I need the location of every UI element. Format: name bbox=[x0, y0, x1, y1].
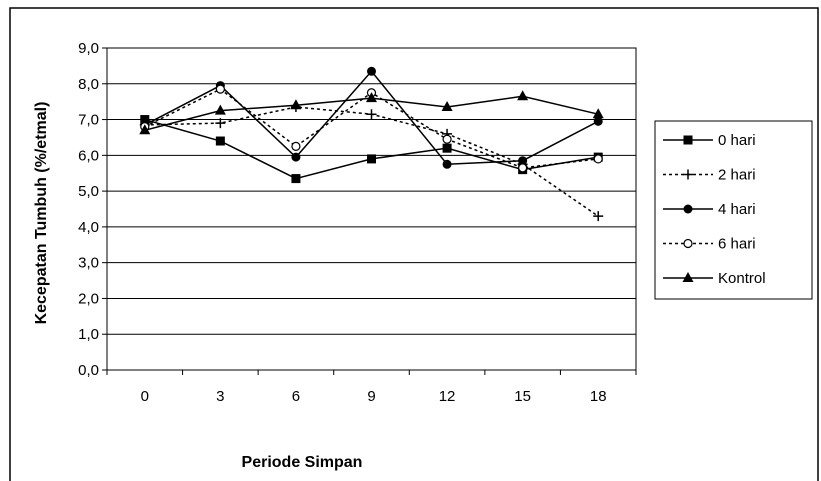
data-point-4-hari bbox=[367, 66, 376, 76]
data-point-6-hari bbox=[442, 134, 452, 144]
data-point-6-hari bbox=[291, 141, 301, 151]
x-tick-label: 18 bbox=[590, 388, 607, 405]
data-point-0-hari bbox=[367, 154, 376, 164]
y-tick-label: 1,0 bbox=[78, 326, 99, 343]
legend-label-2-hari: 2 hari bbox=[718, 167, 756, 184]
x-tick-label: 15 bbox=[514, 388, 531, 405]
y-tick-label: 0,0 bbox=[78, 362, 99, 379]
legend-marker-0-hari bbox=[683, 135, 693, 145]
x-tick-label: 9 bbox=[367, 388, 375, 405]
y-axis-ticks: 0,0 1,0 2,0 3,0 4,0 5,0 6,0 7,0 8,0 9,0 bbox=[78, 40, 107, 379]
y-tick-label: 5,0 bbox=[78, 183, 99, 200]
x-tick-label: 0 bbox=[141, 388, 149, 405]
series-kontrol bbox=[139, 90, 604, 135]
data-point-2-hari bbox=[366, 109, 377, 120]
legend-label-6-hari: 6 hari bbox=[718, 236, 756, 253]
data-point-kontrol bbox=[290, 99, 302, 110]
legend-marker-kontrol bbox=[682, 272, 694, 282]
legend-marker-2-hari bbox=[683, 169, 693, 180]
x-axis-title: Periode Simpan bbox=[242, 454, 363, 471]
x-tick-label: 3 bbox=[216, 388, 224, 405]
data-point-6-hari bbox=[215, 84, 225, 94]
series-lines bbox=[139, 66, 604, 222]
data-point-kontrol bbox=[441, 101, 453, 112]
data-point-4-hari bbox=[442, 159, 452, 169]
y-axis-title: Kecepatan Tumbuh (%/etmal) bbox=[33, 102, 50, 325]
data-point-2-hari bbox=[215, 118, 226, 129]
data-point-4-hari bbox=[593, 116, 603, 126]
data-point-6-hari bbox=[593, 154, 603, 164]
legend-box bbox=[654, 120, 813, 300]
x-tick-label: 12 bbox=[439, 388, 456, 405]
data-point-kontrol bbox=[592, 108, 604, 119]
y-tick-label: 4,0 bbox=[78, 219, 99, 236]
legend-marker-4-hari bbox=[683, 204, 693, 214]
data-point-2-hari bbox=[593, 211, 604, 222]
data-point-0-hari bbox=[442, 143, 452, 153]
x-tick-label: 6 bbox=[292, 388, 300, 405]
data-point-4-hari bbox=[518, 156, 528, 166]
legend-marker-6-hari bbox=[683, 238, 693, 249]
data-point-kontrol bbox=[214, 104, 226, 115]
y-tick-label: 8,0 bbox=[78, 76, 99, 93]
legend-label-0-hari: 0 hari bbox=[718, 132, 756, 149]
legend: 0 hari 2 hari 4 hari 6 hari Kontrol bbox=[654, 120, 813, 300]
y-tick-label: 6,0 bbox=[78, 147, 99, 164]
legend-label-kontrol: Kontrol bbox=[718, 270, 766, 287]
data-point-0-hari bbox=[291, 174, 301, 184]
legend-label-4-hari: 4 hari bbox=[718, 201, 756, 218]
data-point-kontrol bbox=[517, 90, 529, 101]
data-point-kontrol bbox=[366, 92, 377, 103]
x-axis-ticks: 0 3 6 9 12 15 18 bbox=[106, 370, 637, 405]
data-point-0-hari bbox=[140, 115, 150, 125]
y-tick-label: 3,0 bbox=[78, 255, 99, 272]
data-point-kontrol bbox=[139, 124, 151, 135]
data-point-4-hari bbox=[291, 152, 301, 162]
data-point-0-hari bbox=[215, 136, 225, 146]
data-point-6-hari bbox=[518, 163, 528, 173]
y-tick-label: 9,0 bbox=[78, 40, 99, 57]
y-tick-label: 7,0 bbox=[78, 112, 99, 129]
y-tick-label: 2,0 bbox=[78, 290, 99, 307]
